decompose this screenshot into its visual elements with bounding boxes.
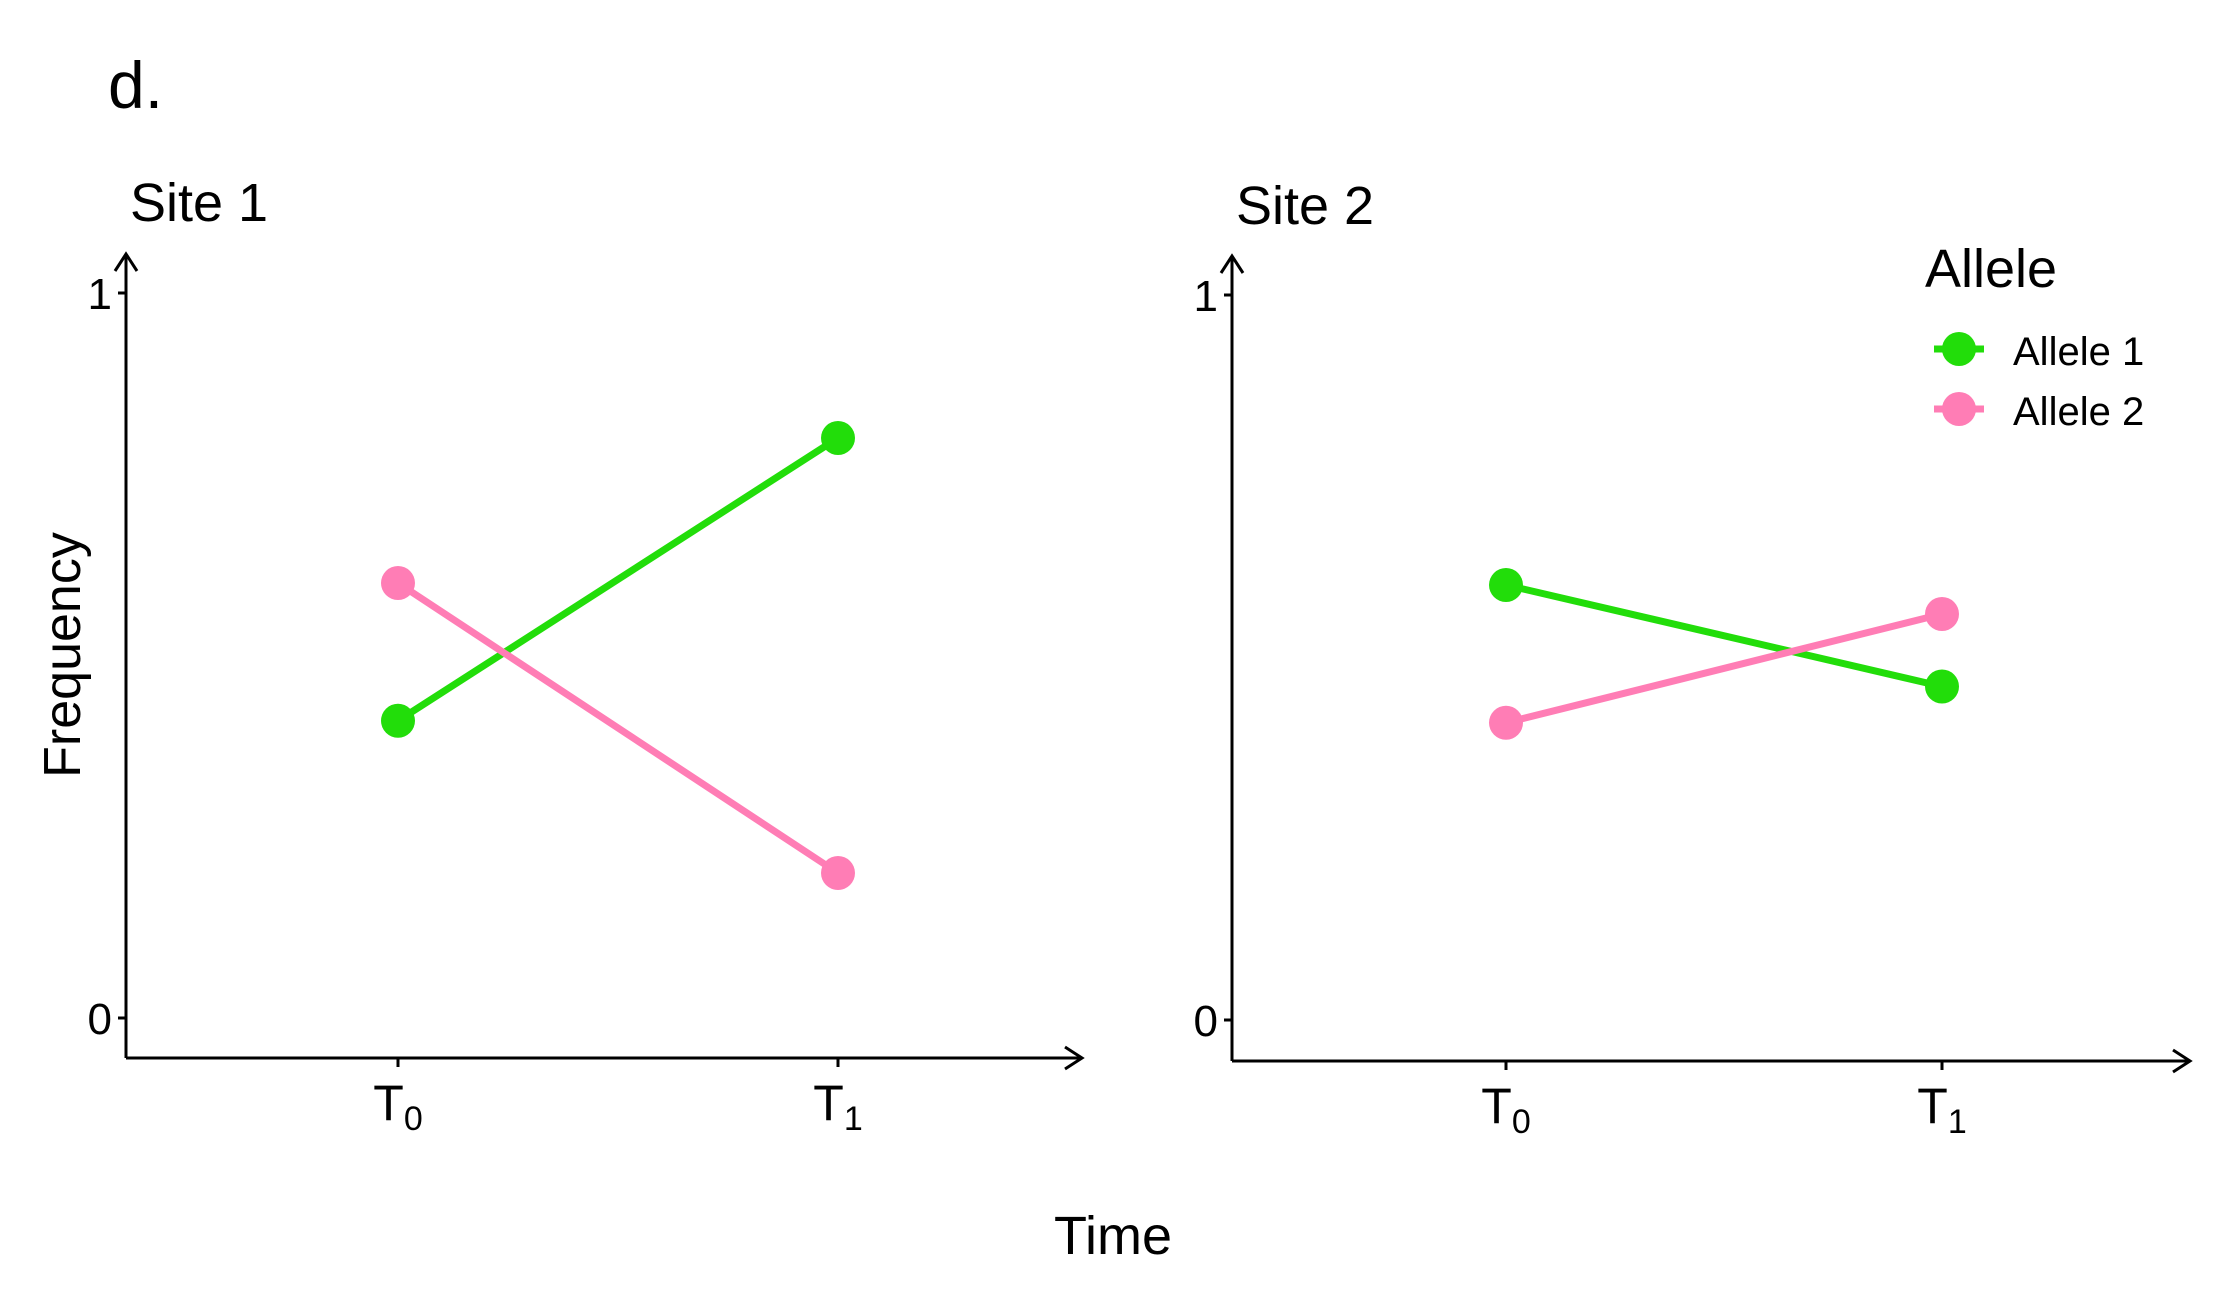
y-tick-label: 0 bbox=[1194, 997, 1218, 1046]
y-tick-label: 1 bbox=[1194, 272, 1218, 321]
series-line bbox=[1502, 581, 1946, 690]
x-axis-arrowhead bbox=[1064, 1045, 1085, 1071]
panel-title: Site 2 bbox=[1236, 176, 1374, 236]
y-axis-arrowhead bbox=[1219, 253, 1245, 274]
panel-label: d. bbox=[108, 48, 163, 122]
panel-site-1: Site 1 0 1 T0 T1 bbox=[88, 173, 1085, 1138]
y-axis-arrowhead bbox=[113, 251, 139, 272]
legend-title: Allele bbox=[1925, 239, 2057, 299]
data-point bbox=[821, 421, 855, 455]
legend-key-marker bbox=[1942, 332, 1976, 366]
legend-item-allele-2: Allele 2 bbox=[1934, 390, 2144, 434]
plot-layer: 0 1 T0 T1 bbox=[88, 251, 1085, 1138]
x-axis-arrowhead bbox=[2172, 1048, 2193, 1074]
legend-item-label: Allele 1 bbox=[2013, 330, 2144, 374]
data-point bbox=[1489, 705, 1523, 740]
x-tick-label: T0 bbox=[373, 1075, 422, 1138]
y-tick-label: 0 bbox=[88, 995, 112, 1044]
data-point bbox=[381, 703, 415, 738]
x-tick-label: T1 bbox=[813, 1075, 862, 1138]
series-line bbox=[1502, 610, 1946, 727]
panel-title: Site 1 bbox=[130, 173, 268, 233]
data-point bbox=[381, 566, 415, 600]
data-point bbox=[821, 856, 855, 890]
data-point bbox=[1925, 597, 1959, 631]
y-axis-label: Frequency bbox=[34, 532, 92, 778]
data-point bbox=[1925, 669, 1959, 704]
x-axis-label: Time bbox=[1054, 1206, 1172, 1266]
x-tick-label: T0 bbox=[1481, 1078, 1530, 1141]
legend-item-label: Allele 2 bbox=[2013, 390, 2144, 434]
y-tick-label: 1 bbox=[88, 270, 112, 319]
panel-site-2: Site 2 0 1 T0 T1 bbox=[1194, 176, 2193, 1141]
legend-item-allele-1: Allele 1 bbox=[1934, 330, 2144, 374]
plot-layer: 0 1 T0 T1 bbox=[1194, 253, 2193, 1141]
legend-key-marker bbox=[1942, 392, 1976, 426]
series-line bbox=[394, 579, 842, 877]
series-line bbox=[394, 434, 842, 725]
x-tick-label: T1 bbox=[1917, 1078, 1966, 1141]
legend: Allele Allele 1 Allele 2 bbox=[1925, 239, 2144, 434]
data-point bbox=[1489, 568, 1523, 602]
